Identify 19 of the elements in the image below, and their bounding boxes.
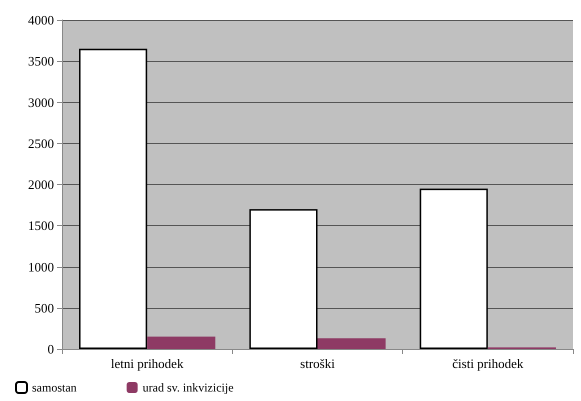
y-tick-label: 2000: [28, 177, 54, 192]
bar: [318, 338, 386, 349]
y-tick-label: 500: [34, 300, 54, 316]
x-tick-label: letni prihodek: [110, 356, 184, 371]
y-tick-label: 2500: [28, 136, 54, 151]
y-tick-label: 3500: [28, 54, 54, 69]
bar: [147, 336, 216, 349]
x-tick-label: stroški: [300, 356, 336, 371]
legend-label: samostan: [32, 380, 77, 394]
bar: [79, 48, 148, 349]
y-tick-label: 0: [48, 342, 54, 356]
y-tick-label: 1000: [28, 259, 54, 274]
x-tick-label: čisti prihodek: [452, 356, 524, 371]
y-tick-label: 4000: [28, 12, 54, 28]
bar: [249, 209, 318, 349]
bar: [420, 188, 488, 349]
y-tick-label: 3000: [28, 94, 54, 110]
legend-label: urad sv. inkvizicije: [142, 380, 234, 394]
y-tick-label: 1500: [28, 218, 54, 234]
